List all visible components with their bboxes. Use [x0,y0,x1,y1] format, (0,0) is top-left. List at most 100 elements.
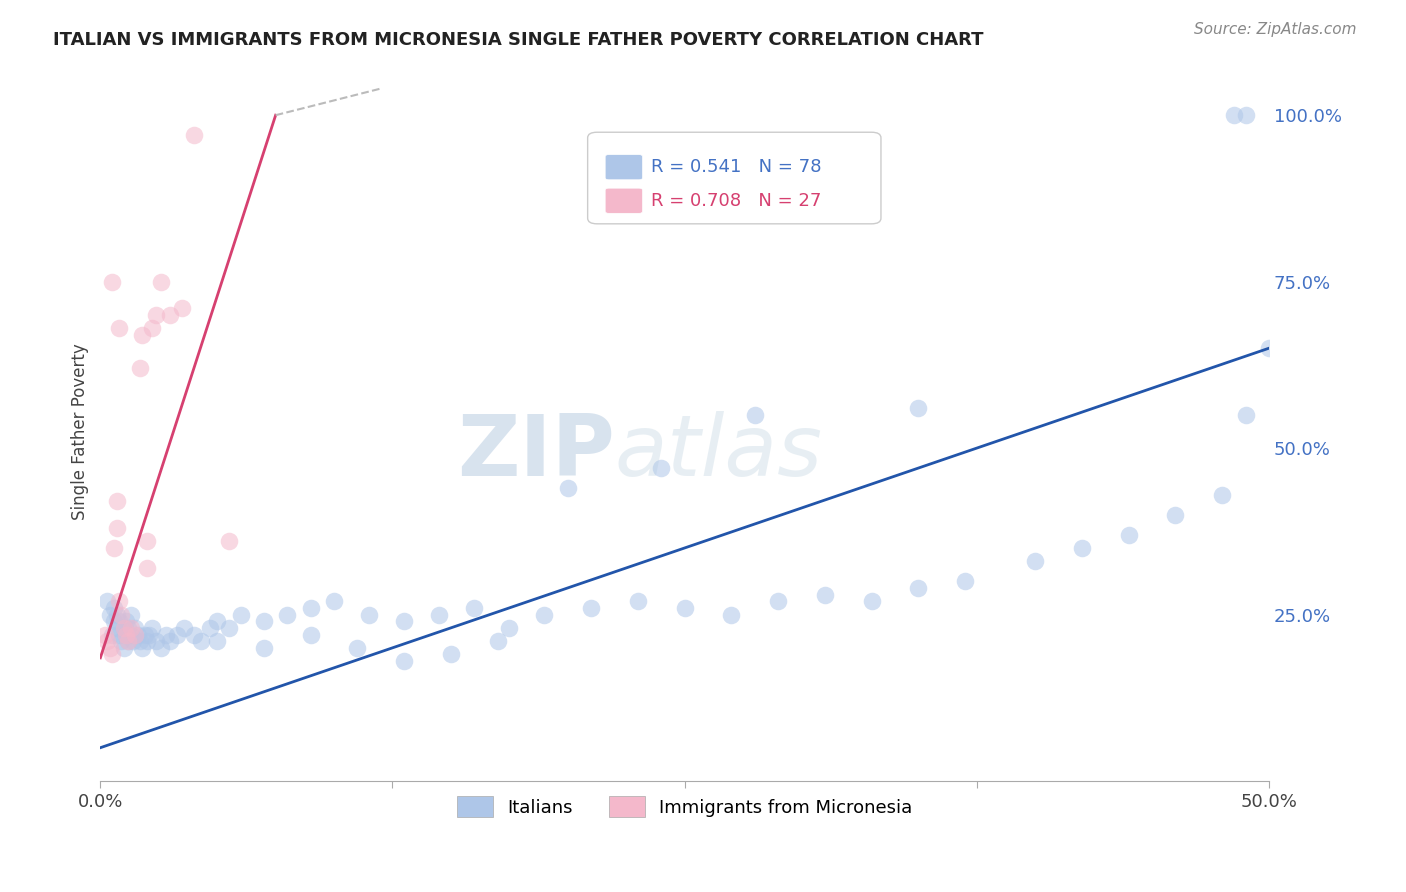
Point [129,634,152,648]
Point [190,634,212,648]
Point [766,594,789,608]
Point [115,627,138,641]
Point [359,607,381,622]
Point [122,634,145,648]
Point [105,494,128,508]
Point [1024,554,1046,568]
Point [427,607,450,622]
Legend: Italians, Immigrants from Micronesia: Italians, Immigrants from Micronesia [450,789,920,824]
Point [627,594,650,608]
Point [392,654,415,668]
Point [1118,527,1140,541]
Point [1223,108,1246,122]
Point [94,627,117,641]
Point [276,607,298,622]
Text: R = 0.708   N = 27: R = 0.708 N = 27 [651,192,821,210]
Point [117,634,139,648]
Point [131,640,153,655]
Point [120,621,142,635]
Point [117,634,139,648]
Point [218,621,240,635]
Point [98,640,121,655]
Point [253,614,276,628]
Point [392,614,415,628]
FancyBboxPatch shape [588,132,882,224]
Point [720,607,742,622]
Point [173,621,195,635]
Point [463,600,485,615]
Point [127,627,149,641]
Text: Source: ZipAtlas.com: Source: ZipAtlas.com [1194,22,1357,37]
Point [744,408,766,422]
Point [105,607,128,622]
Point [150,640,173,655]
Point [229,607,252,622]
Point [299,627,322,641]
FancyBboxPatch shape [605,154,643,180]
Point [253,640,276,655]
Point [101,275,124,289]
Point [205,634,228,648]
Text: ZIP: ZIP [457,411,614,494]
Point [110,607,132,622]
Point [115,614,138,628]
Point [159,308,181,322]
Point [136,634,159,648]
Point [1164,508,1187,522]
Point [1234,408,1257,422]
Point [96,634,118,648]
Point [1071,541,1094,555]
Point [103,600,125,615]
Point [200,621,222,635]
Point [105,621,128,635]
Point [120,607,142,622]
Point [117,621,139,635]
Point [136,561,159,575]
Point [138,627,160,641]
Point [124,627,146,641]
Point [103,614,125,628]
Point [183,627,205,641]
Point [860,594,883,608]
Point [205,614,228,628]
FancyBboxPatch shape [605,188,643,213]
Point [145,634,167,648]
Point [183,128,205,143]
Point [172,301,194,316]
Point [124,621,146,635]
Point [299,600,322,615]
Point [486,634,509,648]
Point [650,461,672,475]
Point [112,621,135,635]
Point [150,275,173,289]
Y-axis label: Single Father Poverty: Single Father Poverty [72,343,89,520]
Point [108,321,131,335]
Point [134,627,156,641]
Point [105,521,128,535]
Point [131,327,153,342]
Point [112,640,135,655]
Point [907,581,929,595]
Point [110,634,132,648]
Point [98,607,121,622]
Point [1258,341,1281,355]
Point [218,534,240,549]
Point [579,600,602,615]
Point [136,534,159,549]
Point [440,648,463,662]
Point [533,607,555,622]
Point [108,594,131,608]
Point [673,600,696,615]
Point [141,621,163,635]
Point [129,361,152,376]
Point [112,621,135,635]
Text: R = 0.541   N = 78: R = 0.541 N = 78 [651,158,821,177]
Point [103,541,125,555]
Point [155,627,177,641]
Point [166,627,188,641]
Point [1234,108,1257,122]
Point [141,321,163,335]
Point [120,627,142,641]
Point [101,648,124,662]
Text: ITALIAN VS IMMIGRANTS FROM MICRONESIA SINGLE FATHER POVERTY CORRELATION CHART: ITALIAN VS IMMIGRANTS FROM MICRONESIA SI… [53,31,984,49]
